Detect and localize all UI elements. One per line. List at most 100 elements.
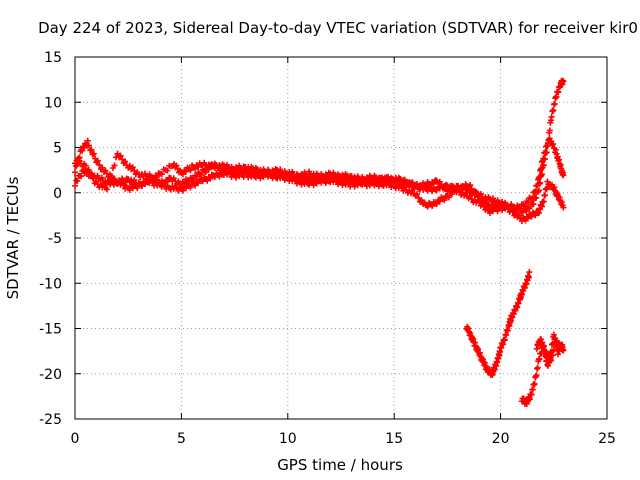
data-point-marker bbox=[216, 173, 223, 180]
data-point-marker bbox=[464, 189, 471, 196]
y-axis-label: SDTVAR / TECUs bbox=[4, 176, 22, 299]
x-tick-label: 20 bbox=[492, 431, 510, 447]
data-point-marker bbox=[119, 156, 126, 163]
data-point-marker bbox=[173, 162, 180, 169]
data-point-marker bbox=[158, 171, 165, 178]
y-tick-label: -20 bbox=[39, 367, 62, 383]
data-point-marker bbox=[210, 163, 217, 170]
data-point-marker bbox=[84, 137, 91, 144]
data-point-marker bbox=[186, 178, 192, 185]
data-point-marker bbox=[205, 166, 212, 173]
data-point-marker bbox=[486, 204, 493, 211]
data-point-marker bbox=[414, 191, 420, 198]
data-point-marker bbox=[400, 187, 407, 194]
data-point-marker bbox=[114, 181, 121, 188]
data-point-marker bbox=[444, 188, 451, 195]
data-point-marker bbox=[179, 187, 186, 194]
data-point-marker bbox=[187, 167, 194, 174]
data-point-marker bbox=[126, 162, 133, 169]
data-point-marker bbox=[131, 167, 138, 174]
data-point-marker bbox=[198, 172, 205, 179]
data-point-marker bbox=[418, 183, 425, 190]
data-point-marker bbox=[501, 336, 508, 343]
data-point-marker bbox=[504, 327, 511, 334]
data-point-marker bbox=[436, 178, 443, 185]
data-point-marker bbox=[117, 152, 124, 159]
data-point-marker bbox=[154, 176, 161, 183]
data-point-marker bbox=[251, 168, 258, 175]
data-point-marker bbox=[418, 197, 425, 204]
data-point-marker bbox=[321, 174, 328, 181]
data-point-marker bbox=[85, 166, 92, 173]
data-point-marker bbox=[204, 177, 211, 184]
y-tick-labels: 15 10 5 0 -5 -10 -15 -20 -25 bbox=[39, 50, 62, 428]
data-point-marker bbox=[559, 341, 566, 348]
data-point-marker bbox=[536, 356, 543, 363]
data-point-marker bbox=[538, 165, 545, 172]
data-point-marker bbox=[141, 181, 148, 188]
data-point-marker bbox=[108, 173, 115, 180]
data-point-marker bbox=[531, 380, 538, 387]
data-point-marker bbox=[535, 187, 542, 194]
data-point-marker bbox=[193, 173, 200, 180]
data-point-marker bbox=[503, 332, 510, 339]
data-point-marker bbox=[88, 146, 95, 153]
y-tick-label: 5 bbox=[53, 141, 62, 157]
data-point-marker bbox=[517, 205, 524, 212]
data-point-marker bbox=[503, 202, 510, 209]
data-point-marker bbox=[540, 155, 547, 162]
data-point-marker bbox=[438, 181, 445, 188]
data-point-marker bbox=[529, 195, 536, 202]
series-track-f bbox=[533, 331, 566, 364]
data-point-marker bbox=[72, 182, 78, 189]
data-point-marker bbox=[362, 177, 369, 184]
data-point-marker bbox=[151, 175, 158, 182]
data-point-marker bbox=[233, 174, 240, 181]
data-point-marker bbox=[534, 364, 541, 371]
data-point-marker bbox=[195, 180, 202, 187]
data-point-marker bbox=[526, 269, 533, 276]
data-point-marker bbox=[129, 164, 136, 171]
data-point-marker bbox=[181, 180, 188, 187]
data-point-marker bbox=[94, 157, 101, 164]
data-point-marker bbox=[550, 141, 557, 148]
data-point-marker bbox=[257, 175, 264, 182]
data-point-marker bbox=[192, 182, 199, 189]
data-point-marker bbox=[536, 174, 543, 181]
data-point-marker bbox=[161, 180, 168, 187]
x-tick-labels: 0 5 10 15 20 25 bbox=[71, 431, 616, 447]
data-point-marker bbox=[328, 172, 335, 179]
data-point-marker bbox=[195, 163, 202, 170]
data-point-marker bbox=[182, 185, 189, 192]
data-point-marker bbox=[537, 179, 544, 186]
data-point-marker bbox=[541, 192, 548, 199]
data-point-marker bbox=[540, 162, 547, 169]
axis-ticks bbox=[74, 56, 608, 420]
data-point-marker bbox=[502, 199, 509, 206]
data-point-marker bbox=[499, 198, 506, 205]
data-point-marker bbox=[525, 274, 532, 281]
series-track-a bbox=[72, 77, 567, 217]
data-point-marker bbox=[126, 187, 133, 194]
data-point-marker bbox=[114, 150, 121, 157]
series-track-d bbox=[463, 269, 533, 378]
data-point-marker bbox=[90, 175, 97, 182]
data-point-marker bbox=[72, 169, 78, 176]
data-point-marker bbox=[146, 171, 153, 178]
x-axis-label: GPS time / hours bbox=[277, 456, 403, 474]
chart-title: Day 224 of 2023, Sidereal Day-to-day VTE… bbox=[38, 19, 638, 37]
data-point-marker bbox=[551, 100, 558, 107]
data-point-marker bbox=[533, 372, 540, 379]
data-point-marker bbox=[182, 168, 189, 175]
data-point-marker bbox=[102, 167, 109, 174]
data-point-marker bbox=[507, 317, 514, 324]
data-point-marker bbox=[296, 174, 303, 181]
data-point-marker bbox=[509, 207, 516, 214]
data-point-marker bbox=[528, 391, 535, 398]
data-point-marker bbox=[448, 190, 455, 197]
data-point-marker bbox=[523, 208, 530, 215]
data-point-marker bbox=[436, 198, 443, 205]
data-point-marker bbox=[90, 150, 97, 157]
data-point-marker bbox=[541, 149, 548, 156]
